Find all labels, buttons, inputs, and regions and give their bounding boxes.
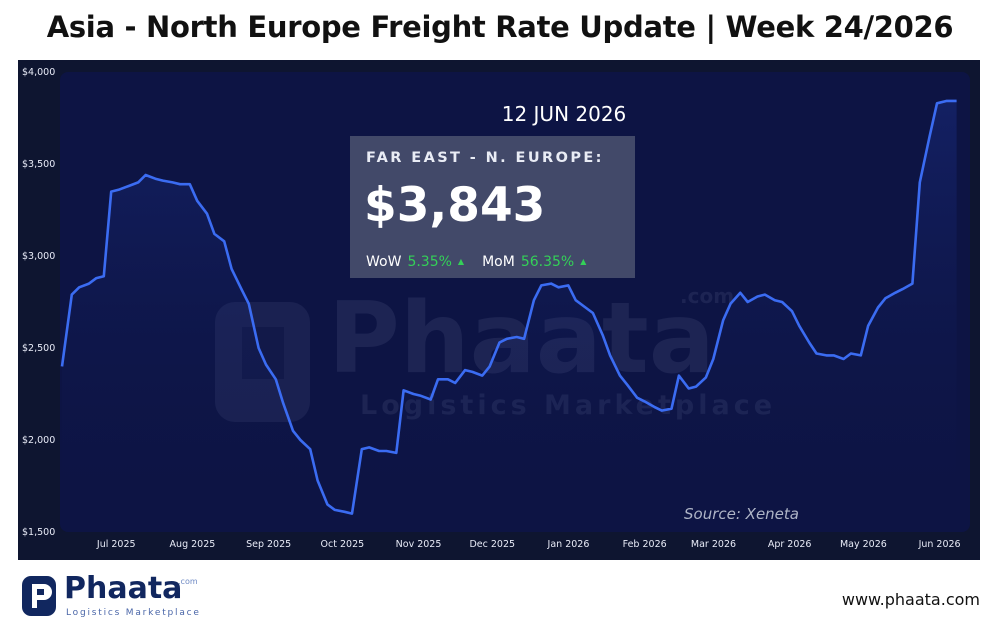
logo-com: .com bbox=[178, 577, 198, 586]
x-tick-label: Jan 2026 bbox=[547, 539, 590, 550]
watermark-com: .com bbox=[680, 284, 735, 308]
wow-label: WoW bbox=[366, 254, 402, 270]
mom-value: 56.35% bbox=[520, 254, 575, 270]
plot-svg bbox=[60, 99, 957, 532]
rate-card: FAR EAST - N. EUROPE: $3,843 WoW 5.35% ▲ Mo… bbox=[350, 136, 635, 278]
x-tick-label: Dec 2025 bbox=[469, 539, 515, 550]
line-chart: $1,500 $2,000 $2,500 $3,000 $3,500 $4,000 Jul… bbox=[22, 67, 961, 550]
x-axis-ticks: Jul 2025 Aug 2025 Sep 2025 Oct 2025 Nov 2025… bbox=[96, 539, 961, 550]
y-tick-label: $3,000 bbox=[22, 251, 55, 262]
y-tick-label: $3,500 bbox=[22, 159, 55, 170]
x-tick-label: Feb 2026 bbox=[623, 539, 667, 550]
y-axis-ticks: $1,500 $2,000 $2,500 $3,000 $3,500 $4,000 bbox=[22, 67, 55, 538]
series-line bbox=[60, 99, 957, 515]
x-tick-label: Jun 2026 bbox=[918, 539, 961, 550]
mom-label: MoM bbox=[482, 254, 515, 270]
x-tick-label: Nov 2025 bbox=[396, 539, 442, 550]
logo-name: Phaata bbox=[64, 571, 183, 606]
website-link[interactable]: www.phaata.com bbox=[841, 590, 980, 609]
x-tick-label: Mar 2026 bbox=[691, 539, 736, 550]
route-label: FAR EAST - N. EUROPE: bbox=[366, 150, 604, 166]
x-tick-label: Jul 2025 bbox=[96, 539, 136, 550]
y-tick-label: $2,500 bbox=[22, 343, 55, 354]
x-tick-label: Sep 2025 bbox=[246, 539, 291, 550]
triangle-up-icon: ▲ bbox=[580, 257, 587, 266]
wow-value: 5.35% bbox=[407, 254, 452, 270]
y-tick-label: $2,000 bbox=[22, 435, 55, 446]
y-tick-label: $4,000 bbox=[22, 67, 55, 78]
x-tick-label: Oct 2025 bbox=[321, 539, 365, 550]
x-tick-label: May 2026 bbox=[840, 539, 887, 550]
page-title: Asia - North Europe Freight Rate Update … bbox=[46, 10, 954, 44]
date-label: 12 JUN 2026 bbox=[501, 102, 627, 126]
plot-area: Phaata .com Logistics Marketplace 12 JUN… bbox=[60, 72, 970, 532]
series-area bbox=[62, 100, 957, 532]
change-row: WoW 5.35% ▲ MoM 56.35% ▲ bbox=[366, 254, 586, 270]
price-value: $3,843 bbox=[364, 178, 546, 233]
chart-panel: $1,500 $2,000 $2,500 $3,000 $3,500 $4,000 Jul… bbox=[18, 60, 980, 560]
triangle-up-icon: ▲ bbox=[457, 257, 465, 266]
x-tick-label: Aug 2025 bbox=[170, 539, 216, 550]
phaata-logo-icon bbox=[22, 576, 56, 616]
y-tick-label: $1,500 bbox=[22, 527, 55, 538]
footer-logo: Phaata .com Logistics Marketplace bbox=[20, 571, 220, 620]
x-tick-label: Apr 2026 bbox=[768, 539, 812, 550]
source-note: Source: Xeneta bbox=[684, 505, 799, 523]
logo-tagline: Logistics Marketplace bbox=[66, 608, 201, 618]
